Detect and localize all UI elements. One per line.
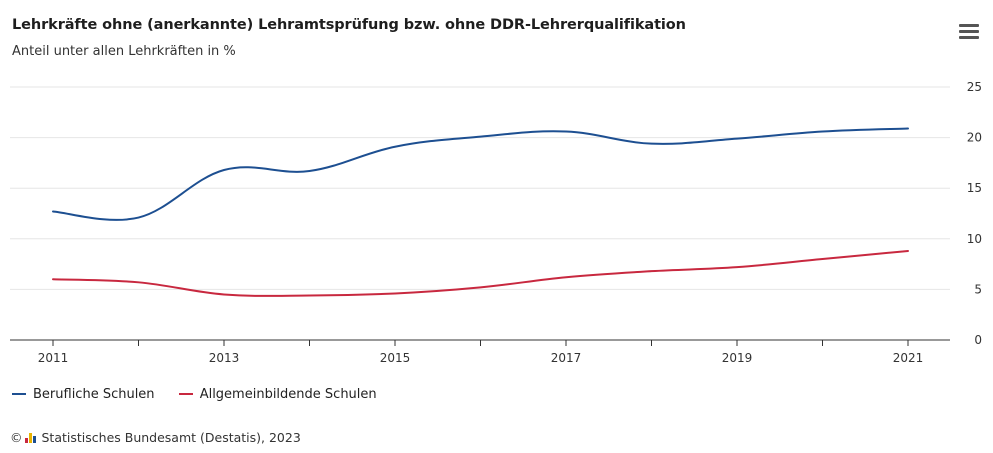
grid-lines <box>10 86 950 290</box>
line-chart: 0 5 10 15 20 25 2011 2013 2015 2017 2019 2021 <box>10 80 982 365</box>
legend-swatch <box>12 393 26 395</box>
source-text: Statistisches Bundesamt (Destatis), 2023 <box>41 430 301 445</box>
legend-label: Berufliche Schulen <box>33 386 155 402</box>
y-tick-label: 5 <box>974 282 982 296</box>
legend: Berufliche Schulen Allgemeinbildende Sch… <box>12 384 397 402</box>
source-credit: © Statistisches Bundesamt (Destatis), 20… <box>10 430 301 445</box>
legend-item-allgemeinbildende-schulen[interactable]: Allgemeinbildende Schulen <box>178 386 377 402</box>
x-tick-label: 2011 <box>38 351 69 365</box>
legend-item-berufliche-schulen[interactable]: Berufliche Schulen <box>12 387 155 402</box>
x-tick-label: 2021 <box>893 351 924 365</box>
y-tick-label: 10 <box>967 232 982 246</box>
x-tick-label: 2017 <box>551 351 582 365</box>
legend-label: Allgemeinbildende Schulen <box>199 386 377 402</box>
chart-subtitle: Anteil unter allen Lehrkräften in % <box>12 44 236 59</box>
chart-title: Lehrkräfte ohne (anerkannte) Lehramtsprü… <box>12 17 686 33</box>
x-tick-label: 2019 <box>722 351 753 365</box>
legend-swatch <box>178 393 193 395</box>
x-tick-label: 2015 <box>380 351 411 365</box>
x-axis <box>10 339 950 346</box>
y-tick-label: 25 <box>967 80 982 94</box>
destatis-logo-icon <box>24 432 37 443</box>
copyright-symbol: © <box>10 430 23 445</box>
hamburger-menu-icon[interactable] <box>959 24 979 42</box>
series-line-berufliche-schulen <box>52 127 909 221</box>
y-tick-label: 0 <box>974 333 982 347</box>
x-tick-label: 2013 <box>209 351 240 365</box>
y-tick-label: 20 <box>967 131 982 145</box>
y-tick-label: 15 <box>967 181 982 195</box>
tick-labels: 0 5 10 15 20 25 2011 2013 2015 2017 2019 2021 <box>38 80 982 365</box>
series-lines <box>52 127 909 297</box>
